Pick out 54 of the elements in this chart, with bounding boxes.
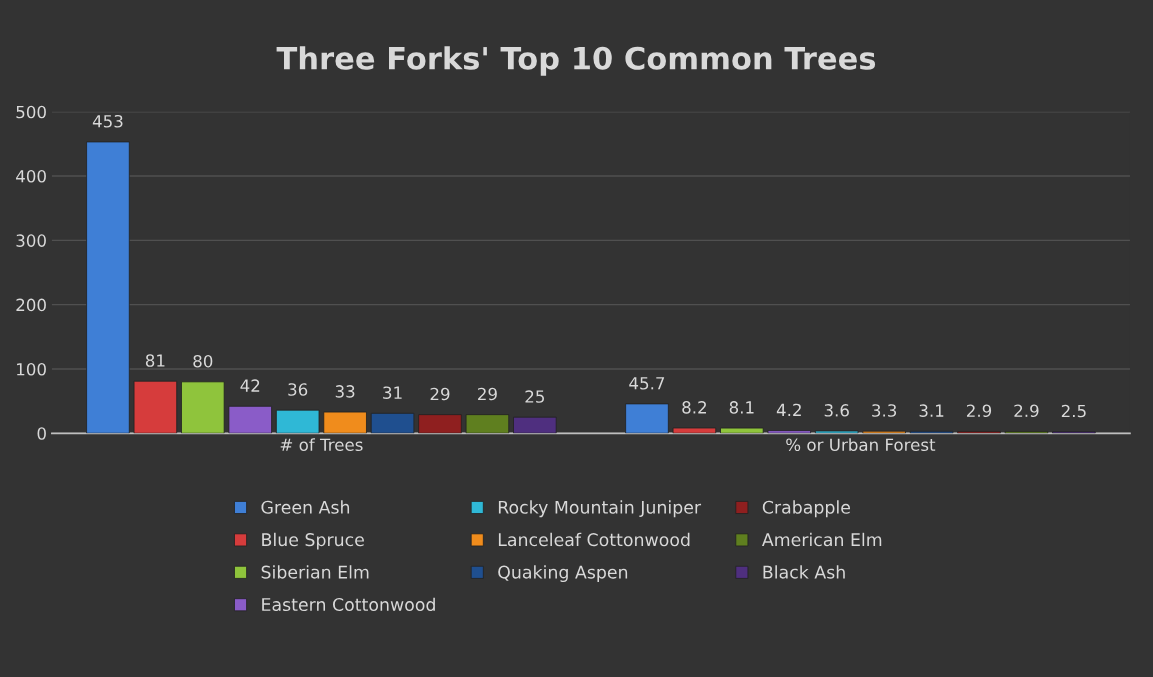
legend-label: Eastern Cottonwood xyxy=(262,597,435,612)
y-tick-label: 300 xyxy=(16,234,46,247)
bar xyxy=(133,380,178,434)
data-label: 2.9 xyxy=(966,404,992,418)
data-label: 4.2 xyxy=(776,403,801,416)
data-label: 8.1 xyxy=(729,401,754,414)
legend-label: Quaking Aspen xyxy=(498,565,628,583)
legend-label: Blue Spruce xyxy=(262,532,364,550)
bar xyxy=(672,427,717,434)
data-label: 31 xyxy=(383,386,402,399)
legend-label: American Elm xyxy=(761,532,882,547)
data-label: 29 xyxy=(478,387,497,401)
bar xyxy=(814,430,859,434)
bar xyxy=(228,405,273,434)
bar xyxy=(767,430,812,434)
data-label: 2.5 xyxy=(1061,404,1086,418)
x-tick-label: % or Urban Forest xyxy=(786,438,936,452)
data-label: 29 xyxy=(430,387,450,401)
data-label: 81 xyxy=(145,354,165,367)
data-label: 25 xyxy=(525,390,544,403)
legend-label: Lanceleaf Cottonwood xyxy=(498,532,690,547)
y-tick-label: 0 xyxy=(37,427,46,440)
legend-label: Rocky Mountain Juniper xyxy=(498,500,702,518)
bar xyxy=(418,414,462,434)
bar xyxy=(181,381,225,434)
y-tick-label: 500 xyxy=(16,105,46,119)
y-tick-label: 100 xyxy=(17,362,46,376)
bar xyxy=(625,403,669,434)
y-tick-label: 200 xyxy=(16,298,46,312)
data-label: 33 xyxy=(335,385,355,398)
data-label: 2.9 xyxy=(1014,404,1039,418)
data-label: 3.1 xyxy=(919,404,944,417)
data-label: 45.7 xyxy=(629,377,665,390)
bar xyxy=(465,414,510,434)
legend-label: Green Ash xyxy=(261,500,350,514)
x-tick-label: # of Trees xyxy=(280,438,363,452)
chart-title: Three Forks' Top 10 Common Trees xyxy=(276,46,876,76)
y-tick-label: 400 xyxy=(16,169,46,183)
bar xyxy=(275,409,320,434)
bar xyxy=(86,141,130,434)
bar xyxy=(720,427,764,434)
data-label: 8.2 xyxy=(682,401,706,414)
data-label: 453 xyxy=(92,114,123,128)
data-label: 36 xyxy=(288,383,308,396)
legend-label: Black Ash xyxy=(763,565,845,579)
bar xyxy=(370,412,415,434)
data-label: 3.3 xyxy=(872,404,897,417)
data-label: 42 xyxy=(240,379,260,392)
bar xyxy=(513,416,557,434)
legend-label: Crabapple xyxy=(762,500,851,518)
data-label: 3.6 xyxy=(824,404,849,417)
legend-label: Siberian Elm xyxy=(261,565,369,579)
data-label: 80 xyxy=(193,354,213,368)
bar xyxy=(323,411,367,434)
